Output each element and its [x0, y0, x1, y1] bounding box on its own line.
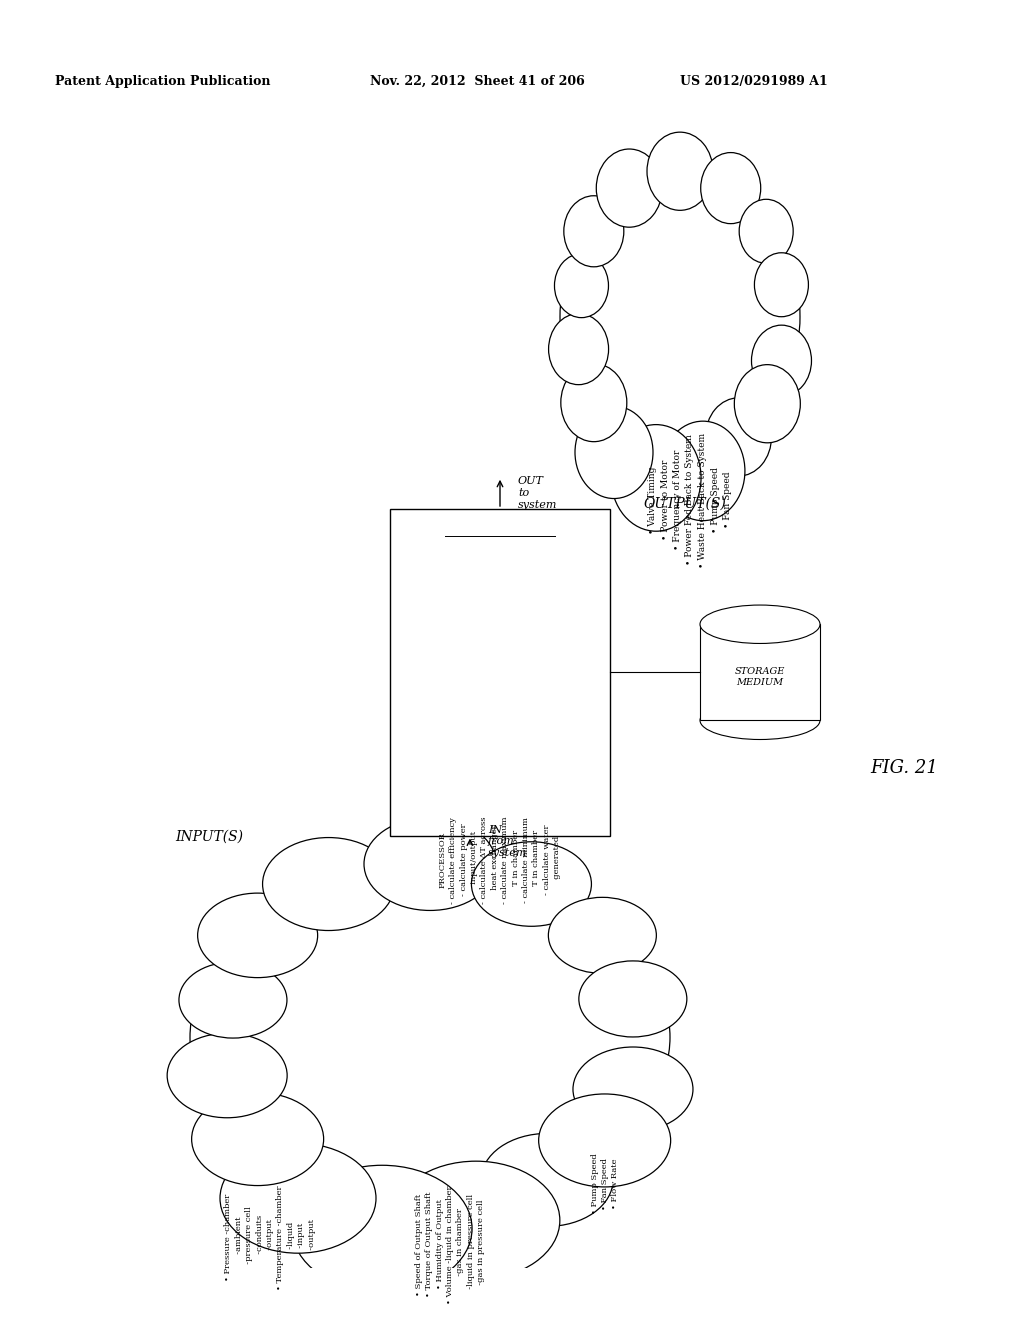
- Text: OUT
to
system: OUT to system: [518, 477, 557, 510]
- Ellipse shape: [564, 195, 624, 267]
- Ellipse shape: [191, 1093, 324, 1185]
- FancyBboxPatch shape: [390, 510, 610, 836]
- Ellipse shape: [179, 962, 287, 1038]
- Ellipse shape: [611, 425, 701, 531]
- Ellipse shape: [706, 397, 771, 477]
- Ellipse shape: [471, 842, 592, 927]
- Ellipse shape: [554, 253, 608, 318]
- Ellipse shape: [739, 199, 794, 263]
- Ellipse shape: [700, 605, 820, 643]
- Ellipse shape: [579, 961, 687, 1038]
- FancyBboxPatch shape: [700, 624, 820, 721]
- Text: STORAGE
MEDIUM: STORAGE MEDIUM: [735, 667, 785, 688]
- Ellipse shape: [700, 701, 820, 739]
- Ellipse shape: [752, 325, 811, 396]
- Ellipse shape: [575, 407, 653, 499]
- Ellipse shape: [190, 879, 670, 1196]
- Text: Nov. 22, 2012  Sheet 41 of 206: Nov. 22, 2012 Sheet 41 of 206: [370, 75, 585, 88]
- Ellipse shape: [596, 149, 663, 227]
- Ellipse shape: [549, 898, 656, 973]
- Ellipse shape: [549, 314, 608, 384]
- Ellipse shape: [292, 1166, 472, 1292]
- Ellipse shape: [262, 838, 394, 931]
- Ellipse shape: [364, 817, 496, 911]
- Ellipse shape: [734, 364, 801, 442]
- Ellipse shape: [560, 183, 800, 450]
- Text: • Valve Timing
• Power to Motor
• Frequency of Motor
• Power Fed Back to System
: • Valve Timing • Power to Motor • Freque…: [648, 433, 732, 568]
- Ellipse shape: [755, 252, 808, 317]
- Text: INPUT(S): INPUT(S): [175, 829, 243, 843]
- Ellipse shape: [198, 894, 317, 978]
- Ellipse shape: [481, 1134, 613, 1226]
- Ellipse shape: [167, 1034, 287, 1118]
- Text: PROCESSOR
- calculate efficiency
- calculate power
  input/output
- calculate ΔT: PROCESSOR - calculate efficiency - calcu…: [439, 816, 561, 904]
- Text: • Speed of Output Shaft
• Torque of Output Shaft
• Humidity of Output
• Volume -: • Speed of Output Shaft • Torque of Outp…: [415, 1185, 485, 1304]
- Text: OUTPUT(S): OUTPUT(S): [644, 496, 726, 511]
- Ellipse shape: [573, 1047, 693, 1131]
- Text: • Pressure -chamber
  -ambient
  -pressure cell
  -conduits
  -output
• Temperat: • Pressure -chamber -ambient -pressure c…: [224, 1185, 315, 1290]
- Ellipse shape: [392, 1162, 560, 1279]
- Ellipse shape: [539, 1094, 671, 1187]
- Ellipse shape: [220, 1143, 376, 1253]
- Text: Patent Application Publication: Patent Application Publication: [55, 75, 270, 88]
- Text: FIG. 21: FIG. 21: [870, 759, 938, 777]
- Ellipse shape: [561, 363, 627, 442]
- Text: US 2012/0291989 A1: US 2012/0291989 A1: [680, 75, 827, 88]
- Text: • Pump Speed
• Fan Speed
• Flow Rate: • Pump Speed • Fan Speed • Flow Rate: [591, 1154, 620, 1214]
- Ellipse shape: [647, 132, 713, 210]
- Ellipse shape: [700, 153, 761, 223]
- Ellipse shape: [660, 421, 744, 520]
- Text: IN
from
system: IN from system: [488, 825, 527, 858]
